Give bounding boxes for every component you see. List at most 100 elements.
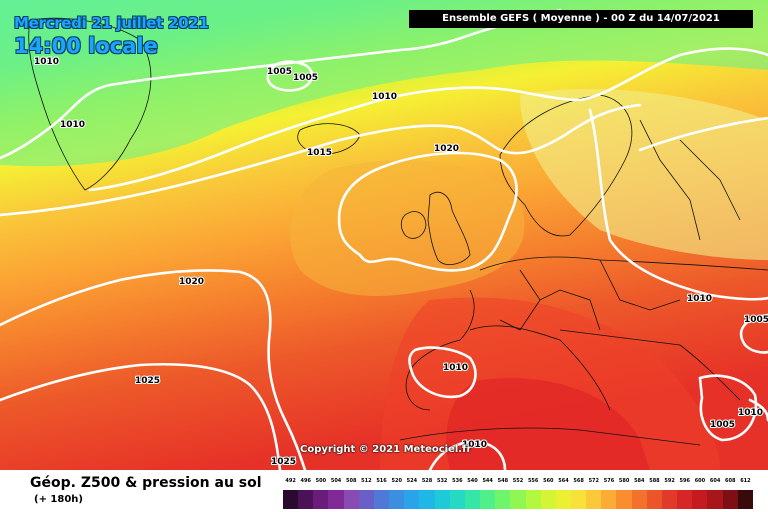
isobar-1005-se — [698, 374, 758, 442]
copyright-notice: Copyright © 2021 Meteociel.fr — [300, 444, 472, 455]
scale-tick-label: 588 — [649, 478, 660, 484]
scale-swatch — [722, 490, 738, 509]
scale-tick-label: 568 — [573, 478, 584, 484]
isobar-label: 1025 — [135, 376, 160, 386]
isobar-1020-high — [337, 151, 518, 272]
isobar-label: 1020 — [434, 144, 459, 154]
greenland-coast — [28, 17, 152, 191]
scale-tick-label: 580 — [618, 478, 630, 484]
scale-swatch — [737, 490, 753, 509]
isobar-label: 1015 — [307, 148, 332, 158]
scale-swatch — [525, 490, 541, 509]
scale-swatch — [313, 490, 329, 509]
scale-tick-label: 540 — [467, 478, 478, 484]
scale-swatch — [661, 490, 678, 509]
scale-swatch — [449, 490, 465, 509]
isobar-labels: 1005 1005 1010 1010 1010 1010 1010 1010 … — [33, 56, 768, 468]
scale-swatch — [570, 490, 587, 509]
scale-swatch — [373, 490, 390, 509]
isobar-1010-med — [408, 346, 477, 399]
scale-tick-label: 564 — [558, 478, 569, 484]
z500-band-orange — [290, 160, 525, 296]
scale-tick-label: 576 — [603, 478, 615, 484]
isobar-label: 1010 — [738, 408, 763, 418]
scale-tick-label: 604 — [709, 478, 721, 484]
isobar-1005-east — [739, 313, 768, 354]
isobar-label: 1005 — [710, 420, 735, 430]
scale-swatch — [495, 490, 511, 509]
isobars — [0, 8, 768, 470]
isobar-label: 1010 — [443, 363, 468, 373]
scale-swatch — [692, 490, 708, 509]
isobar-label: 1020 — [179, 277, 204, 287]
scale-tick-label: 544 — [482, 478, 493, 484]
scale-tick-label: 532 — [436, 478, 448, 484]
scale-tick-label: 520 — [391, 478, 402, 484]
isobar-1010-east — [588, 108, 768, 301]
forecast-lead-time: (+ 180h) — [34, 494, 83, 505]
isobar-label: 1010 — [462, 440, 487, 450]
scale-swatch — [358, 490, 374, 509]
weather-map: 1005 1005 1010 1010 1010 1010 1010 1010 … — [0, 0, 768, 470]
scandinavia-coast — [499, 94, 633, 237]
coastlines — [28, 17, 768, 446]
scale-tick-label: 512 — [361, 478, 372, 484]
scale-tick-label: 508 — [346, 478, 357, 484]
scale-tick-label: 584 — [634, 478, 645, 484]
scale-swatch — [480, 490, 496, 509]
model-run-header: Ensemble GEFS ( Moyenne ) - 00 Z du 14/0… — [409, 10, 753, 28]
africa-coast — [399, 427, 701, 446]
borders — [499, 119, 741, 331]
isobar-1010-mid — [638, 116, 768, 152]
scale-tick-label: 548 — [497, 478, 509, 484]
isobar-label: 1010 — [372, 92, 397, 102]
isobar-1020-west — [0, 269, 307, 470]
scale-tick-label: 492 — [285, 478, 296, 484]
scale-tick-label: 516 — [376, 478, 387, 484]
scale-swatch — [328, 490, 344, 509]
scale-swatch — [434, 490, 450, 509]
ireland-coast — [400, 211, 427, 239]
scale-tick-label: 552 — [512, 478, 524, 484]
isobar-1005-low — [266, 60, 314, 92]
isobar-1010-africa — [428, 440, 507, 470]
z500-band-deepred — [446, 378, 650, 470]
scale-swatch — [555, 490, 571, 509]
scale-tick-label: 504 — [330, 478, 342, 484]
isobar-label: 1005 — [744, 315, 768, 325]
isobar-label: 1010 — [34, 57, 59, 67]
scale-swatch — [677, 490, 693, 509]
scale-tick-label: 592 — [664, 478, 675, 484]
scale-swatch-row — [283, 490, 753, 509]
scale-swatch — [646, 490, 662, 509]
scale-swatch — [343, 490, 359, 509]
isobar-1025 — [0, 362, 282, 470]
isobar-label: 1010 — [687, 294, 712, 304]
scale-swatch — [298, 490, 314, 509]
isobar-label: 1005 — [293, 73, 318, 83]
color-scale: 492 496 500 504 508 512 516 520 524 528 532 536 540 5… — [283, 478, 753, 510]
scale-swatch — [616, 490, 632, 509]
scale-swatch — [586, 490, 602, 509]
isobar-label: 1025 — [271, 457, 296, 467]
scale-tick-label: 600 — [694, 478, 706, 484]
scale-swatch — [419, 490, 435, 509]
isobar-label: 1010 — [60, 120, 85, 130]
isobar-1015 — [0, 103, 642, 217]
map-title: Géop. Z500 & pression au sol — [30, 475, 262, 491]
scale-swatch — [404, 490, 420, 509]
legend-footer: Géop. Z500 & pression au sol (+ 180h) 49… — [0, 470, 768, 512]
isobar-1010-north — [0, 8, 562, 160]
scale-tick-label: 500 — [315, 478, 327, 484]
isobar-1010-arctic — [88, 47, 768, 192]
isobar-label: 1005 — [267, 67, 292, 77]
scale-swatch — [283, 490, 299, 509]
z500-band-yellow — [520, 89, 768, 260]
scale-tick-label: 612 — [740, 478, 751, 484]
scale-tick-label: 528 — [421, 478, 433, 484]
britain-coast — [427, 191, 471, 265]
scale-tick-label: 572 — [588, 478, 600, 484]
scale-tick-row: 492 496 500 504 508 512 516 520 524 528 532 536 540 5… — [283, 478, 753, 490]
scale-swatch — [601, 490, 617, 509]
